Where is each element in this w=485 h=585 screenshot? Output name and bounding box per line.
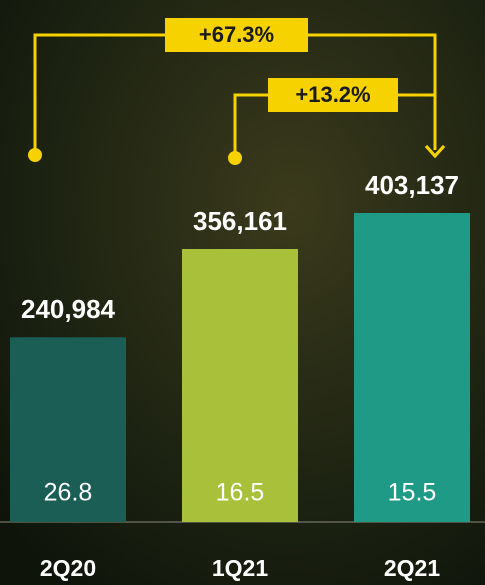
inner-label: 16.5 bbox=[216, 479, 265, 507]
inner-label: 26.8 bbox=[44, 479, 93, 507]
bar bbox=[354, 213, 470, 522]
x-tick-label: 2Q20 bbox=[40, 555, 96, 581]
bar bbox=[182, 249, 298, 522]
x-tick-label: 1Q21 bbox=[212, 555, 268, 581]
bracket-arrow bbox=[424, 144, 446, 159]
annotation-label: +67.3% bbox=[199, 22, 274, 47]
inner-label: 15.5 bbox=[388, 479, 437, 507]
bracket-dot bbox=[228, 151, 242, 165]
value-label: 240,984 bbox=[21, 294, 116, 324]
value-label: 403,137 bbox=[365, 170, 459, 200]
value-label: 356,161 bbox=[193, 206, 287, 236]
annotation-box bbox=[165, 18, 308, 52]
bar bbox=[10, 337, 126, 522]
annotation-label: +13.2% bbox=[295, 82, 370, 107]
annotation-box bbox=[268, 78, 398, 112]
x-tick-label: 2Q21 bbox=[384, 555, 440, 581]
bracket-dot bbox=[28, 148, 42, 162]
